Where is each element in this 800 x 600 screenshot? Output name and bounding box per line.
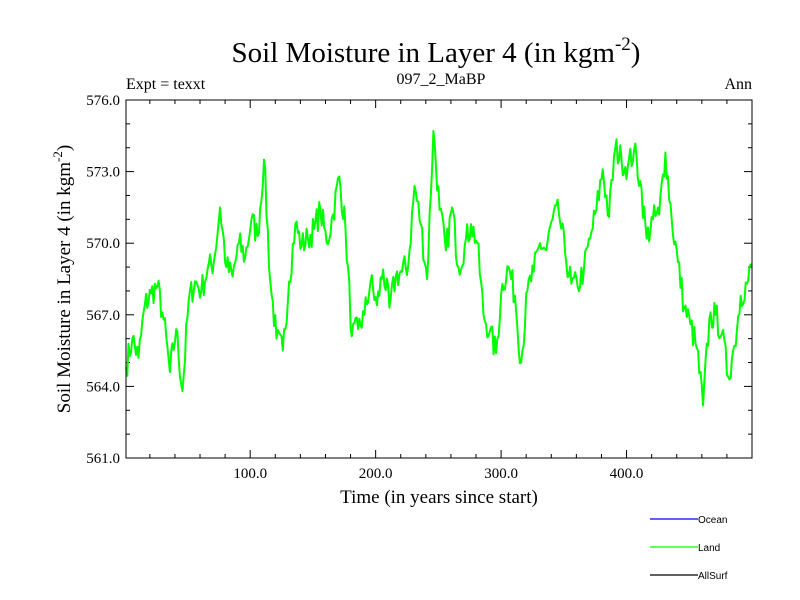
chart-title: Soil Moisture in Layer 4 (in kgm-2) [232,34,641,69]
x-tick-label: 300.0 [484,466,518,482]
land-series-line [125,130,753,407]
x-tick-label: 100.0 [233,466,267,482]
legend-ocean-label: Ocean [698,515,727,526]
x-tick-label: 200.0 [359,466,393,482]
plot-frame [125,99,753,459]
season-label: Ann [724,76,752,93]
y-axis-label: Soil Moisture in Layer 4 (in kgm-2) [50,145,75,413]
x-tick-label: 400.0 [610,466,644,482]
experiment-label: Expt = texxt [126,76,206,93]
legend-allsurf-label: AllSurf [698,571,728,582]
y-tick-label: 573.0 [86,165,120,181]
y-tick-label: 564.0 [86,379,120,395]
y-tick-label: 567.0 [86,308,120,324]
y-tick-label: 570.0 [86,236,120,252]
x-axis-ticks: 100.0 200.0 300.0 400.0 [149,100,728,482]
period-label: 097_2_MaBP [397,71,486,88]
legend: Ocean Land AllSurf [650,515,728,582]
y-tick-label: 561.0 [86,451,120,467]
x-axis-label: Time (in years since start) [340,487,538,508]
y-tick-label: 576.0 [86,93,120,109]
legend-land-label: Land [698,543,720,554]
y-axis-ticks: 561.0 564.0 567.0 570.0 573.0 576.0 [86,93,752,467]
